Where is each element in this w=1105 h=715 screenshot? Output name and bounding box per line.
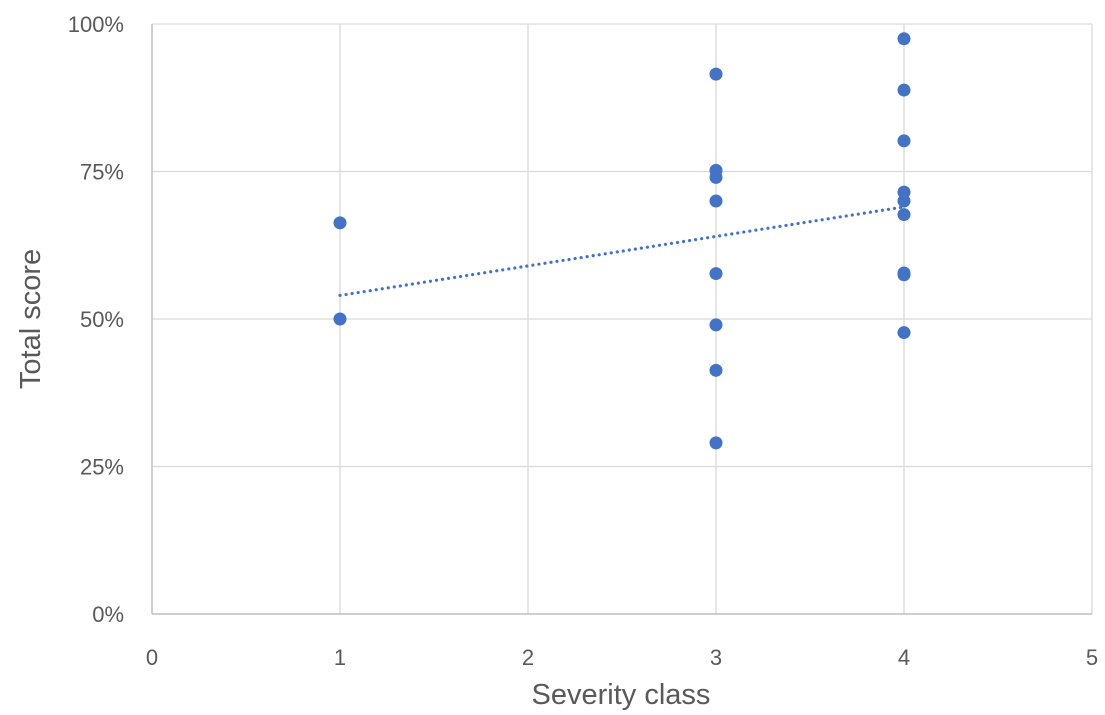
y-axis-title: Total score [15, 249, 47, 389]
y-tick-label: 25% [80, 455, 124, 480]
trendline [338, 205, 906, 297]
x-tick-label: 5 [1086, 645, 1098, 670]
y-tick-labels: 0% 25% 50% 75% 100% [68, 12, 124, 627]
x-tick-label: 0 [146, 645, 158, 670]
data-points [333, 32, 911, 450]
data-point [897, 134, 911, 148]
data-point [897, 268, 911, 282]
data-point [709, 194, 723, 208]
data-point [897, 32, 911, 46]
data-point [709, 318, 723, 332]
data-point [709, 170, 723, 184]
y-tick-label: 0% [92, 602, 124, 627]
data-point [709, 267, 723, 281]
data-point [897, 326, 911, 340]
x-tick-label: 1 [334, 645, 346, 670]
y-tick-label: 75% [80, 160, 124, 185]
y-tick-label: 100% [68, 12, 124, 37]
data-point [333, 312, 347, 326]
data-point [897, 83, 911, 97]
x-tick-labels: 0 1 2 3 4 5 [146, 645, 1098, 670]
data-point [709, 67, 723, 81]
x-axis-title: Severity class [532, 679, 711, 711]
x-tick-label: 2 [522, 645, 534, 670]
data-point [333, 216, 347, 230]
data-point [897, 208, 911, 222]
data-point [897, 194, 911, 208]
data-point [709, 363, 723, 377]
x-tick-label: 3 [710, 645, 722, 670]
data-point [709, 436, 723, 450]
x-tick-label: 4 [898, 645, 910, 670]
axes [151, 24, 1092, 615]
y-tick-label: 50% [80, 307, 124, 332]
trendline-group [338, 205, 906, 297]
